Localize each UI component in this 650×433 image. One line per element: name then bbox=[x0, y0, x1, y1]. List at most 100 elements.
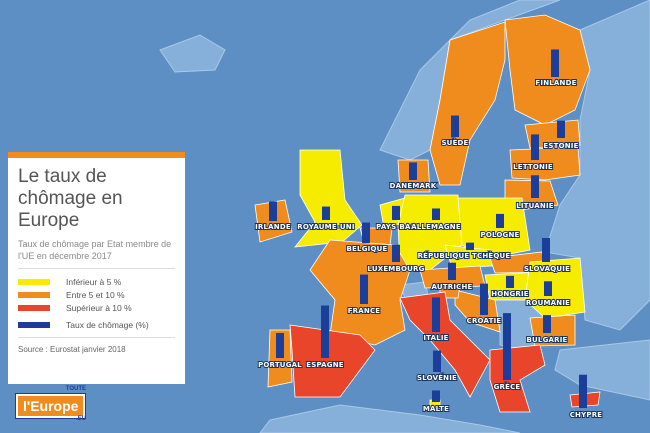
turkey bbox=[554, 339, 650, 401]
country-shape bbox=[454, 289, 501, 333]
legend-swatch bbox=[18, 321, 50, 328]
bar bbox=[321, 305, 329, 358]
labels: FINLANDE SUÈDE ESTONIE LETTONIE LITUANIE DANE… bbox=[254, 78, 603, 420]
country-label: FRANCE bbox=[348, 307, 381, 315]
country-shape bbox=[399, 291, 491, 398]
legend: Inférieur à 5 % Entre 5 et 10 % Supérieur … bbox=[18, 275, 175, 338]
country-label: SLOVÉNIE bbox=[417, 373, 457, 382]
bar bbox=[503, 313, 511, 380]
legend-item: Entre 5 et 10 % bbox=[18, 288, 175, 301]
country-label: SLOVAQUIE bbox=[524, 265, 570, 273]
bar bbox=[432, 390, 440, 402]
legend-item: Inférieur à 5 % bbox=[18, 275, 175, 288]
logo-top: TOUTE bbox=[65, 386, 86, 392]
legend-item: Supérieur à 10 % bbox=[18, 301, 175, 314]
bar bbox=[480, 283, 488, 315]
logo: TOUTE l'Europe .EU bbox=[16, 386, 86, 426]
country-label: LITUANIE bbox=[516, 202, 554, 210]
bar bbox=[432, 297, 440, 332]
bar bbox=[362, 222, 370, 243]
subtitle: Taux de chômage par Etat membre de l'UE … bbox=[18, 238, 175, 269]
country-shape bbox=[489, 344, 546, 413]
background-land bbox=[159, 0, 650, 433]
bar bbox=[409, 162, 417, 180]
country-label: BELGIQUE bbox=[347, 245, 388, 253]
legend-label: Entre 5 et 10 % bbox=[66, 289, 125, 300]
country-shape bbox=[524, 257, 586, 319]
country-label: ALLEMAGNE bbox=[411, 223, 461, 231]
bar bbox=[579, 374, 587, 408]
country-label: PAYS-BAS bbox=[376, 223, 416, 231]
country-label: AUTRICHE bbox=[431, 283, 472, 291]
legend-swatch bbox=[18, 278, 50, 285]
country-label: IRLANDE bbox=[255, 223, 291, 231]
legend-label: Supérieur à 10 % bbox=[66, 302, 132, 313]
bar bbox=[496, 213, 504, 228]
legend-label: Taux de chômage (%) bbox=[66, 319, 149, 330]
bar bbox=[276, 333, 284, 358]
bar bbox=[557, 120, 565, 138]
country-label: RÉPUBLIQUE TCHÈQUE bbox=[418, 251, 511, 260]
bar bbox=[506, 275, 514, 288]
legend-label: Inférieur à 5 % bbox=[66, 276, 122, 287]
bar bbox=[551, 49, 559, 77]
bar bbox=[392, 205, 400, 220]
legend-panel: Le taux de chômage en Europe Taux de chô… bbox=[8, 152, 185, 384]
source: Source : Eurostat janvier 2018 bbox=[18, 345, 126, 354]
country-shape bbox=[504, 14, 591, 126]
logo-main: l'Europe bbox=[16, 394, 86, 418]
bar bbox=[466, 242, 474, 250]
country-shape bbox=[294, 149, 363, 248]
bar bbox=[392, 244, 400, 262]
bars bbox=[269, 49, 587, 408]
country-label: HONGRIE bbox=[491, 290, 529, 298]
country-label: PORTUGAL bbox=[258, 361, 302, 369]
country-label: ROYAUME-UNI bbox=[297, 223, 354, 231]
country-label: LETTONIE bbox=[513, 163, 553, 171]
bar bbox=[543, 315, 551, 333]
country-label: ITALIE bbox=[423, 334, 448, 342]
country-label: GRÈCE bbox=[494, 382, 521, 391]
bar bbox=[531, 175, 539, 198]
title: Le taux de chômage en Europe bbox=[18, 166, 123, 231]
bar bbox=[544, 281, 552, 296]
country-label: LUXEMBOURG bbox=[367, 265, 424, 273]
country-shape bbox=[289, 324, 376, 398]
country-shape bbox=[267, 329, 293, 388]
bar bbox=[448, 262, 456, 280]
bar bbox=[360, 274, 368, 304]
country-label: FINLANDE bbox=[535, 79, 576, 87]
country-label: ROUMANIE bbox=[526, 299, 570, 307]
legend-item: Taux de chômage (%) bbox=[18, 318, 175, 331]
country-label: POLOGNE bbox=[480, 231, 519, 239]
country-shape bbox=[429, 21, 506, 186]
bar bbox=[433, 350, 441, 372]
eastern-land bbox=[544, 0, 650, 331]
country-label: ESPAGNE bbox=[306, 361, 344, 369]
bar bbox=[451, 115, 459, 137]
country-shape bbox=[509, 146, 581, 181]
country-label: BULGARIE bbox=[526, 336, 567, 344]
country-shape bbox=[457, 197, 531, 259]
legend-swatch bbox=[18, 291, 50, 298]
countries bbox=[254, 14, 601, 413]
country-label: CHYPRE bbox=[570, 411, 603, 419]
bar bbox=[322, 206, 330, 220]
country-shape bbox=[444, 244, 493, 269]
country-label: ESTONIE bbox=[543, 142, 578, 150]
legend-swatch bbox=[18, 304, 50, 311]
logo-suffix: .EU bbox=[75, 416, 86, 422]
country-label: CROATIE bbox=[467, 317, 502, 325]
bar bbox=[269, 201, 277, 221]
country-shape bbox=[529, 314, 576, 347]
iceland bbox=[159, 34, 226, 73]
bar bbox=[432, 208, 440, 220]
country-label: MALTE bbox=[423, 405, 449, 413]
country-label: DANEMARK bbox=[390, 182, 437, 190]
africa bbox=[259, 404, 521, 433]
bar bbox=[531, 134, 539, 160]
country-label: SUÈDE bbox=[441, 138, 468, 147]
